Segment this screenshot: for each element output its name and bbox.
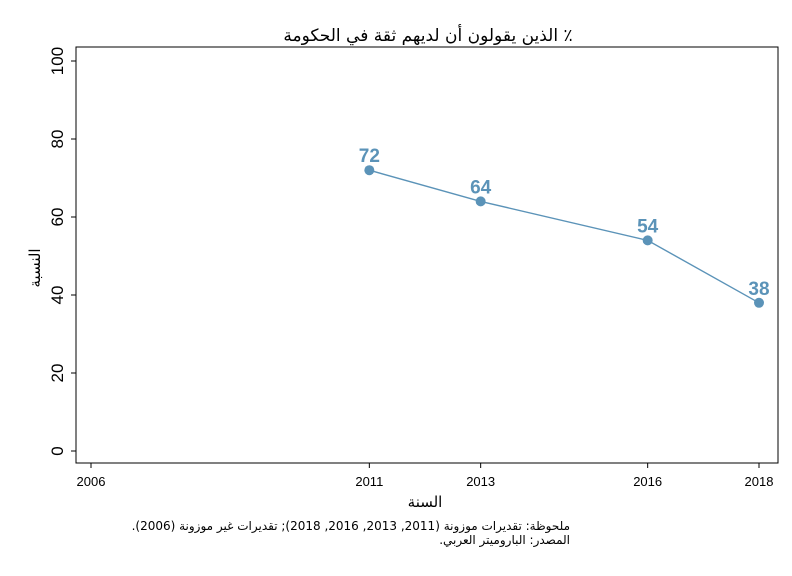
x-tick-label: 2018	[745, 474, 774, 489]
data-label: 64	[470, 177, 492, 198]
x-tick-label: 2011	[355, 474, 383, 489]
data-point	[754, 297, 764, 308]
y-tick-label: 0	[48, 446, 67, 455]
y-tick-label: 20	[48, 364, 67, 383]
source-text: المصدر: الباروميتر العربي.	[439, 533, 570, 547]
data-label: 72	[359, 146, 380, 167]
data-label: 54	[637, 216, 659, 237]
chart-title: ٪ الذين يقولون أن لديهم ثقة في الحكومة	[283, 24, 572, 46]
x-axis-label: السنة	[408, 493, 443, 511]
y-tick-label: 80	[48, 130, 67, 149]
data-label: 38	[748, 279, 769, 300]
data-point	[642, 235, 653, 246]
y-axis-label: النسبة	[26, 248, 44, 287]
x-tick-label: 2013	[466, 474, 495, 489]
note-text: ملحوظة: تقديرات موزونة (2011, 2013, 2016…	[131, 519, 570, 533]
x-tick-label: 2006	[77, 474, 106, 489]
y-tick-label: 100	[48, 47, 67, 75]
data-point	[364, 165, 375, 176]
plot-frame	[75, 46, 779, 464]
y-tick-label: 40	[48, 286, 67, 305]
data-point	[475, 196, 486, 207]
axes: 0 20 40 60 80 100 2006 2011 2013 2016 2018	[48, 47, 773, 489]
y-tick-label: 60	[48, 208, 67, 227]
series-marks: 72 64 54 38	[359, 146, 770, 308]
x-tick-label: 2016	[633, 474, 662, 489]
series-line	[369, 169, 760, 304]
